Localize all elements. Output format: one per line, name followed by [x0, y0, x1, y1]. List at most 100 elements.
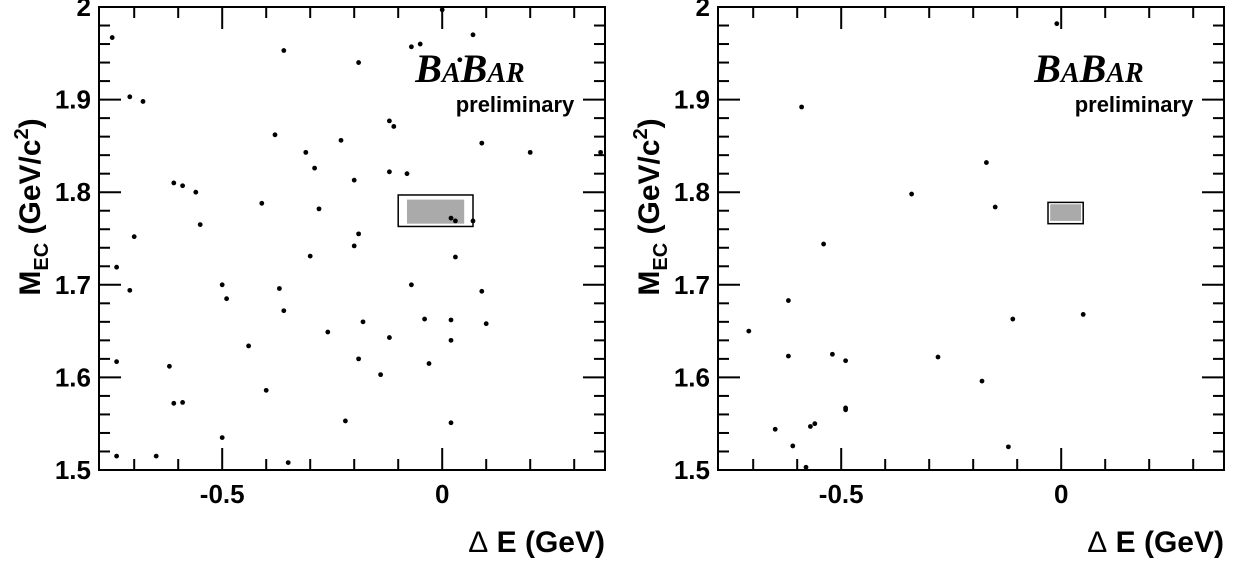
- data-point: [312, 165, 317, 171]
- y-axis-title-part: ): [633, 118, 666, 128]
- data-point: [417, 41, 423, 47]
- data-point: [114, 359, 119, 365]
- scatter-panel-left: 1.5 1.6 1.7 1.8 1.9 2 -0.5 0 Δ E (GeV) MEC (GeV/c…: [11, 0, 606, 559]
- data-point: [356, 231, 361, 237]
- data-point: [360, 319, 366, 325]
- x-axis-delta: Δ: [1087, 526, 1107, 559]
- data-point: [131, 234, 137, 240]
- babar-logo-part: B: [1033, 46, 1061, 91]
- data-point: [1006, 444, 1011, 450]
- signal-box: [1047, 201, 1084, 225]
- data-point: [448, 317, 454, 323]
- data-point: [127, 94, 133, 100]
- data-point: [127, 287, 133, 293]
- preliminary-label: preliminary: [1075, 92, 1194, 117]
- babar-logo-part: A: [440, 58, 461, 89]
- x-tick-label: 0: [1054, 479, 1068, 509]
- data-point: [772, 426, 778, 432]
- data-point: [935, 354, 941, 360]
- data-point: [453, 254, 458, 260]
- data-point: [259, 200, 265, 206]
- data-point: [387, 335, 392, 340]
- babar-logo: BABAR: [1033, 46, 1143, 91]
- data-point: [167, 363, 172, 369]
- scatter-plot-right: 1.51.61.71.81.92-0.5 0Δ E (GeV)MEC (GeV/c…: [630, 0, 1225, 559]
- y-axis-title-part: EC: [650, 243, 672, 271]
- scatter-plot-right-panel: 1.5 1.6 1.7 1.8 1.9 2 -0.5 0 Δ E (GeV) MEC (GeV/c…: [619, 0, 1238, 561]
- data-point: [303, 149, 309, 155]
- scatter-plot-left: 1.51.61.71.81.92-0.5 0Δ E (GeV)MEC (GeV/c…: [11, 0, 606, 559]
- data-point: [790, 443, 796, 449]
- data-point: [316, 206, 322, 212]
- y-axis-title-part: (GeV/c: [14, 139, 47, 242]
- data-point: [351, 243, 357, 249]
- y-axis-title: MEC (GeV/c2): [630, 118, 672, 295]
- data-point: [483, 321, 489, 327]
- y-tick-label: 1.7: [674, 270, 710, 300]
- data-point: [343, 418, 348, 424]
- data-point: [387, 118, 392, 124]
- x-axis-delta: Δ: [468, 526, 488, 559]
- data-point: [1010, 316, 1016, 322]
- data-point: [404, 171, 410, 177]
- data-point: [180, 400, 186, 405]
- data-point: [140, 99, 146, 104]
- data-point: [992, 204, 998, 210]
- data-point: [171, 180, 177, 186]
- data-point: [356, 356, 361, 362]
- data-point: [325, 329, 331, 335]
- data-point: [799, 104, 804, 110]
- data-point: [281, 308, 287, 314]
- data-point: [786, 353, 791, 359]
- y-tick-label: 1.9: [55, 85, 91, 115]
- y-tick-label: 1.5: [674, 455, 710, 485]
- babar-logo-part: AR: [1104, 58, 1143, 89]
- y-tick-label: 1.6: [674, 362, 710, 392]
- y-axis-title: MEC (GeV/c2): [11, 118, 53, 295]
- data-point: [448, 420, 454, 426]
- data-point: [351, 177, 357, 183]
- y-tick-label: 1.8: [674, 177, 710, 207]
- data-point: [307, 253, 313, 259]
- data-point: [979, 378, 985, 384]
- y-tick-label: 2: [77, 0, 91, 22]
- data-point: [843, 407, 848, 413]
- data-point: [909, 191, 914, 197]
- data-point: [984, 160, 989, 165]
- babar-logo-part: B: [460, 46, 488, 91]
- x-axis-rest: E (GeV): [488, 526, 605, 559]
- data-point: [387, 169, 392, 175]
- data-point: [843, 358, 848, 364]
- y-axis-title-part: M: [633, 271, 666, 296]
- babar-logo-part: A: [1059, 58, 1080, 89]
- data-point: [786, 298, 791, 303]
- data-point: [1054, 21, 1060, 27]
- data-point: [409, 282, 414, 288]
- y-axis-title-text: MEC (GeV/c2): [630, 118, 672, 295]
- data-point: [448, 337, 454, 343]
- data-point: [803, 464, 809, 470]
- data-point: [197, 222, 203, 228]
- x-axis-title: Δ E (GeV): [1087, 526, 1224, 559]
- y-axis-title-part: EC: [31, 243, 53, 271]
- data-point: [114, 264, 119, 270]
- data-point: [821, 241, 826, 247]
- data-point: [808, 424, 813, 429]
- data-point: [453, 218, 458, 224]
- y-tick-label: 1.5: [55, 455, 91, 485]
- y-axis-title-part: 2: [11, 128, 33, 139]
- x-tick-label: 0: [435, 479, 449, 509]
- data-point: [109, 35, 115, 40]
- preliminary-label: preliminary: [456, 92, 575, 117]
- data-point: [448, 215, 454, 221]
- data-point: [219, 282, 225, 288]
- y-tick-label: 1.6: [55, 362, 91, 392]
- data-point: [277, 286, 282, 291]
- data-point: [281, 48, 287, 53]
- babar-logo-part: B: [1079, 46, 1107, 91]
- data-point: [598, 149, 603, 155]
- plot-frame: [717, 6, 1225, 471]
- y-axis-title-text: MEC (GeV/c2): [11, 118, 53, 295]
- babar-logo: BABAR: [414, 46, 524, 91]
- y-axis-title-part: ): [14, 118, 47, 128]
